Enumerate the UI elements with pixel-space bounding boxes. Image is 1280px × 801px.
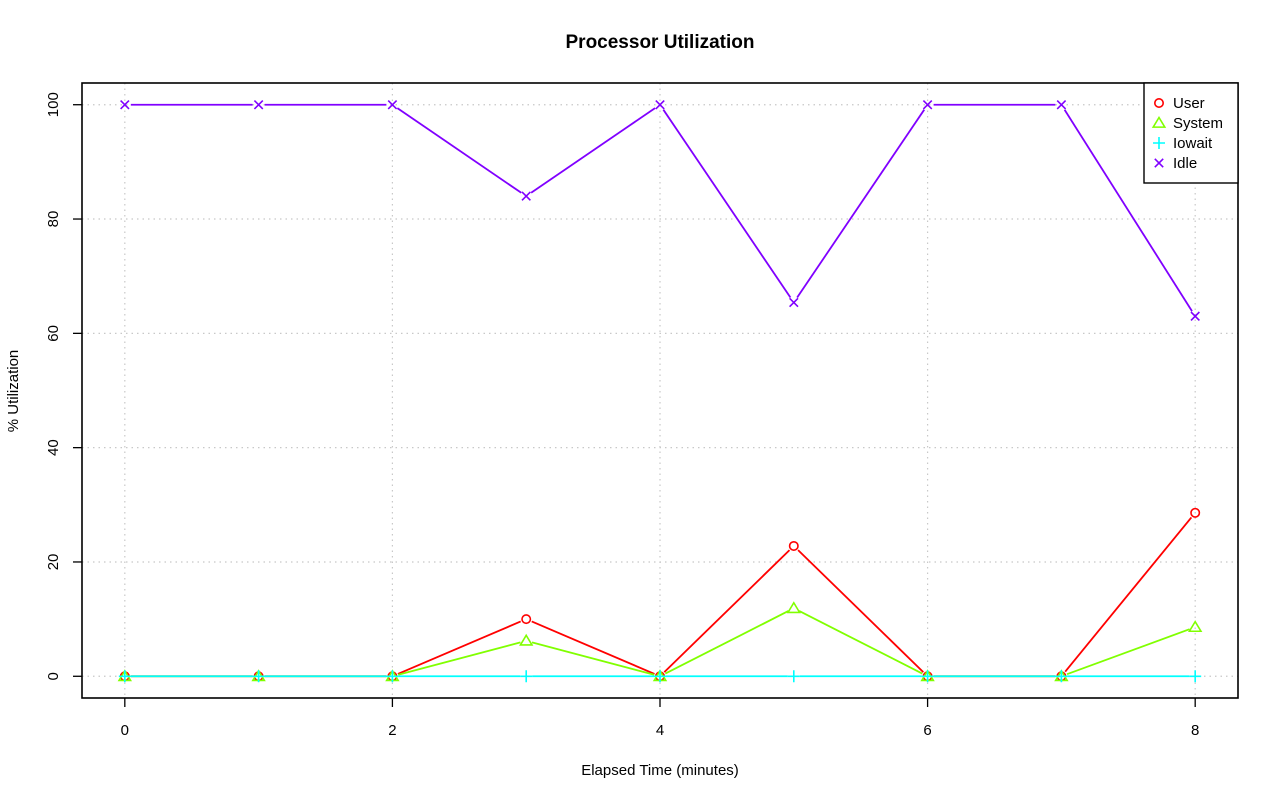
y-tick-label: 40 (45, 439, 62, 456)
data-point-idle (1190, 311, 1200, 321)
x-tick-label: 4 (656, 722, 664, 739)
data-point-idle (521, 191, 531, 201)
data-point-user (1190, 507, 1201, 518)
y-tick-label: 0 (45, 672, 62, 680)
data-point-idle (655, 99, 665, 110)
series-segment-user (397, 620, 522, 675)
data-point-iowait (252, 670, 265, 683)
y-tick-label: 60 (45, 325, 62, 342)
legend: User System Iowait Idle (1143, 82, 1239, 184)
legend-marker-iowait (1153, 137, 1165, 149)
y-axis-label: % Utilization (5, 350, 22, 433)
series-segment-system (1066, 628, 1190, 676)
data-point-iowait (1189, 670, 1202, 683)
grid-lines (82, 83, 1238, 698)
data-point-iowait (787, 670, 800, 683)
data-point-user (788, 540, 799, 551)
data-point-system (786, 601, 801, 614)
legend-entry-user: User (1173, 95, 1205, 112)
x-axis-label: Elapsed Time (minutes) (581, 762, 739, 779)
x-tick-label: 6 (923, 722, 931, 739)
data-point-idle (120, 99, 130, 110)
chart-title: Processor Utilization (566, 32, 755, 53)
legend-marker-system (1151, 115, 1167, 128)
y-tick-label: 80 (45, 211, 62, 228)
series-segment-user (663, 549, 791, 673)
series-segment-idle (396, 107, 522, 194)
series-segment-idle (662, 109, 792, 299)
series-segment-idle (1063, 109, 1193, 312)
series-iowait (118, 670, 1202, 683)
series-segment-user (531, 620, 655, 675)
y-tick-label: 100 (45, 92, 62, 117)
data-point-idle (789, 297, 799, 308)
data-point-iowait (520, 670, 533, 683)
x-tick-label: 2 (388, 722, 396, 739)
series-segment-idle (796, 109, 925, 299)
series-segment-system (798, 610, 923, 675)
legend-entry-iowait: Iowait (1173, 135, 1213, 152)
data-point-user (521, 614, 532, 625)
data-point-idle (1056, 99, 1067, 110)
series-idle (120, 99, 1200, 321)
legend-entry-idle: Idle (1173, 155, 1197, 172)
data-point-iowait (1055, 670, 1068, 683)
data-point-iowait (386, 670, 399, 683)
data-point-idle (253, 99, 264, 110)
data-point-iowait (118, 670, 131, 683)
series-system (117, 601, 1203, 682)
data-point-iowait (921, 670, 934, 683)
series-segment-system (531, 641, 655, 676)
series-segment-system (664, 610, 789, 675)
legend-box (1143, 82, 1239, 184)
legend-marker-idle (1154, 158, 1164, 168)
series-segment-idle (530, 107, 656, 194)
data-point-idle (922, 99, 933, 110)
data-point-system (1187, 620, 1203, 633)
data-point-idle (387, 99, 398, 110)
x-tick-label: 8 (1191, 722, 1199, 739)
series-segment-user (797, 549, 924, 673)
data-point-system (519, 633, 534, 646)
x-tick-label: 0 (121, 722, 129, 739)
legend-entry-system: System (1173, 115, 1223, 132)
series-segment-system (397, 641, 521, 676)
legend-marker-user (1154, 98, 1165, 109)
y-tick-label: 20 (45, 554, 62, 571)
series-segment-user (1064, 516, 1193, 673)
series-layer (117, 99, 1203, 683)
data-point-iowait (654, 670, 666, 683)
